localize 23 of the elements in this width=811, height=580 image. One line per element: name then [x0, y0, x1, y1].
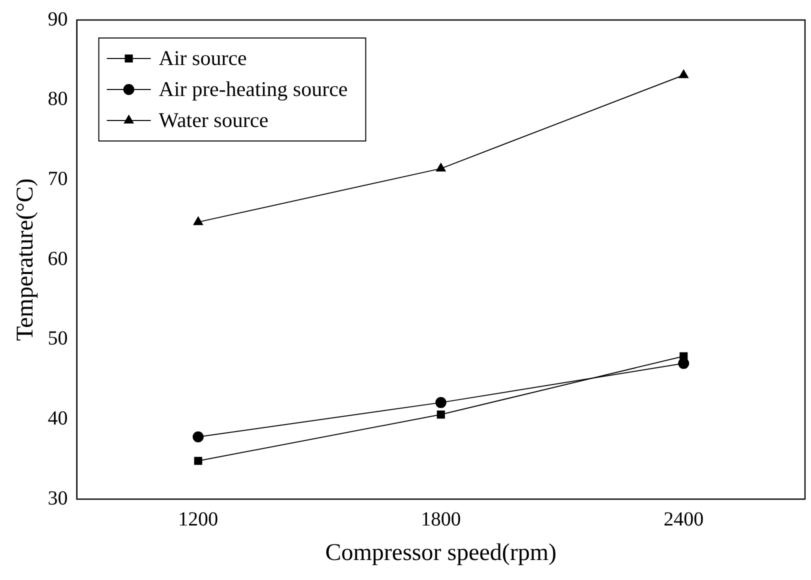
legend-label: Air source: [158, 46, 247, 70]
y-tick-label: 90: [48, 8, 68, 30]
y-tick-label: 80: [48, 88, 68, 110]
x-tick-label: 2400: [664, 508, 704, 530]
legend-label: Water source: [158, 108, 268, 132]
point: [435, 397, 446, 408]
x-tick-label: 1800: [420, 508, 461, 530]
point: [680, 352, 688, 360]
point: [436, 410, 445, 419]
point: [192, 431, 204, 442]
legend-label: Air pre-heating source: [158, 77, 348, 102]
x-axis-title: Compressor speed(rpm): [325, 540, 557, 566]
y-axis-title: Temperature(°C): [12, 178, 39, 341]
y-tick-label: 50: [48, 328, 68, 350]
y-tick-label: 40: [48, 408, 68, 430]
y-tick-label: 60: [48, 248, 68, 270]
x-tick-label: 1200: [178, 508, 218, 530]
y-tick-label: 70: [48, 168, 68, 190]
point: [194, 456, 202, 465]
point: [678, 70, 688, 78]
point: [193, 216, 203, 226]
y-tick-label: 30: [48, 487, 68, 510]
point: [436, 163, 446, 172]
